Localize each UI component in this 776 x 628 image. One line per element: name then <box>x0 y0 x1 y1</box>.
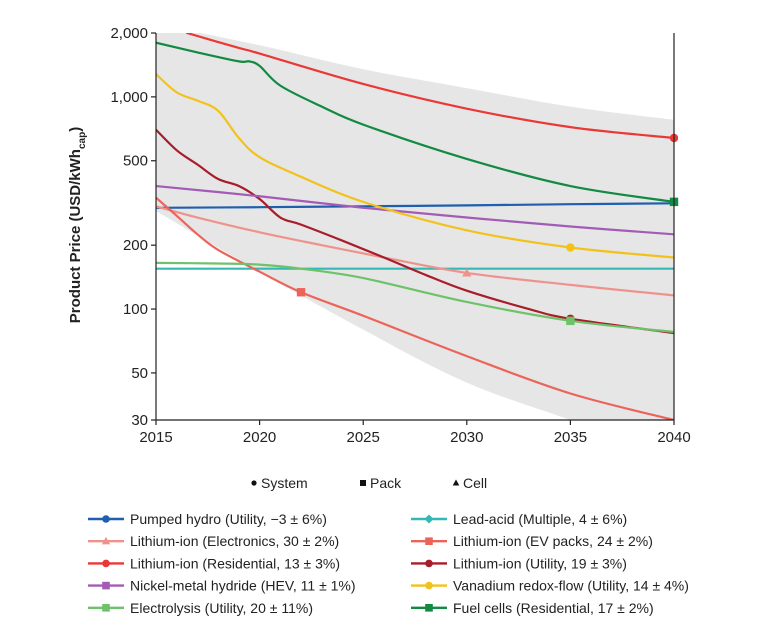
legend-item-2: Lithium-ion (Electronics, 30 ± 2%) <box>88 533 339 549</box>
legend-swatch-marker-0 <box>102 515 110 523</box>
series-marker-2 <box>462 268 472 277</box>
y-tick-label-2: 100 <box>123 301 148 318</box>
marker-key: System Pack Cell <box>251 475 487 491</box>
x-tick-label-5: 2040 <box>657 429 690 446</box>
series-layer <box>156 33 674 420</box>
x-tick-label-1: 2020 <box>243 429 276 446</box>
legend-label-0: Pumped hydro (Utility, −3 ± 6%) <box>130 511 327 527</box>
marker-key-symbol-0 <box>251 480 257 486</box>
legend-item-6: Nickel-metal hydride (HEV, 11 ± 1%) <box>88 578 356 594</box>
legend-label-8: Electrolysis (Utility, 20 ± 11%) <box>130 600 313 616</box>
y-tick-label-3: 200 <box>123 237 148 254</box>
series-marker-7 <box>566 243 575 252</box>
x-tick-label-4: 2035 <box>554 429 587 446</box>
legend-item-0: Pumped hydro (Utility, −3 ± 6%) <box>88 511 327 527</box>
legend-label-3: Lithium-ion (EV packs, 24 ± 2%) <box>453 533 653 549</box>
y-axis-title: Product Price (USD/kWhcap) <box>67 127 88 323</box>
y-tick-label-5: 1,000 <box>110 89 148 106</box>
y-tick-label-1: 50 <box>131 365 148 382</box>
x-tick-label-0: 2015 <box>139 429 172 446</box>
marker-key-symbol-2 <box>452 479 460 486</box>
legend-swatch-marker-3 <box>425 537 433 545</box>
legend-label-9: Fuel cells (Residential, 17 ± 2%) <box>453 600 654 616</box>
x-tick-label-3: 2030 <box>450 429 483 446</box>
y-tick-label-4: 500 <box>123 153 148 170</box>
marker-key-item-1: Pack <box>360 475 402 491</box>
legend-swatch-marker-6 <box>102 581 110 590</box>
legend-swatch-marker-4 <box>102 559 110 568</box>
legend-swatch-marker-2 <box>101 536 111 545</box>
marker-key-item-0: System <box>251 475 308 491</box>
marker-key-label-0: System <box>261 475 308 491</box>
uncertainty-band-layer <box>156 33 674 420</box>
axes-layer: 30 50 100 200 500 1,000 2,000 2015 2020 2025 2030 2… <box>110 25 690 446</box>
legend-swatch-marker-7 <box>425 581 433 590</box>
legend-label-7: Vanadium redox-flow (Utility, 14 ± 4%) <box>453 578 689 594</box>
y-tick-label-6: 2,000 <box>110 25 148 42</box>
series-line-0 <box>156 202 674 209</box>
series-line-7 <box>156 73 674 259</box>
legend-label-6: Nickel-metal hydride (HEV, 11 ± 1%) <box>130 578 356 594</box>
marker-key-symbol-1 <box>360 480 366 486</box>
legend-label-5: Lithium-ion (Utility, 19 ± 3%) <box>453 555 627 571</box>
x-tick-label-2: 2025 <box>347 429 380 446</box>
series-marker-8 <box>566 316 575 326</box>
legend-item-1: Lead-acid (Multiple, 4 ± 6%) <box>411 511 627 527</box>
marker-key-item-2: Cell <box>452 475 487 491</box>
legend-swatch-marker-5 <box>425 559 433 568</box>
series-line-9 <box>156 41 674 203</box>
legend-label-2: Lithium-ion (Electronics, 30 ± 2%) <box>130 533 339 549</box>
series-marker-3 <box>296 288 306 297</box>
series-line-4 <box>185 33 674 140</box>
y-tick-label-0: 30 <box>131 412 148 429</box>
legend-label-4: Lithium-ion (Residential, 13 ± 3%) <box>130 555 340 571</box>
legend-item-8: Electrolysis (Utility, 20 ± 11%) <box>88 600 313 616</box>
legend-item-3: Lithium-ion (EV packs, 24 ± 2%) <box>411 533 653 549</box>
legend-swatch-marker-8 <box>102 604 110 612</box>
legend: Pumped hydro (Utility, −3 ± 6%) Lead-acid… <box>88 511 689 616</box>
uncertainty-band <box>156 33 674 420</box>
marker-key-label-1: Pack <box>370 475 402 491</box>
series-line-5 <box>156 128 674 335</box>
legend-item-7: Vanadium redox-flow (Utility, 14 ± 4%) <box>411 578 689 594</box>
legend-item-4: Lithium-ion (Residential, 13 ± 3%) <box>88 555 340 571</box>
series-line-6 <box>156 184 674 236</box>
legend-label-1: Lead-acid (Multiple, 4 ± 6%) <box>453 511 627 527</box>
marker-key-label-2: Cell <box>463 475 487 491</box>
legend-item-5: Lithium-ion (Utility, 19 ± 3%) <box>411 555 627 571</box>
legend-item-9: Fuel cells (Residential, 17 ± 2%) <box>411 600 654 616</box>
legend-swatch-marker-9 <box>425 604 433 612</box>
legend-swatch-marker-1 <box>424 514 434 524</box>
